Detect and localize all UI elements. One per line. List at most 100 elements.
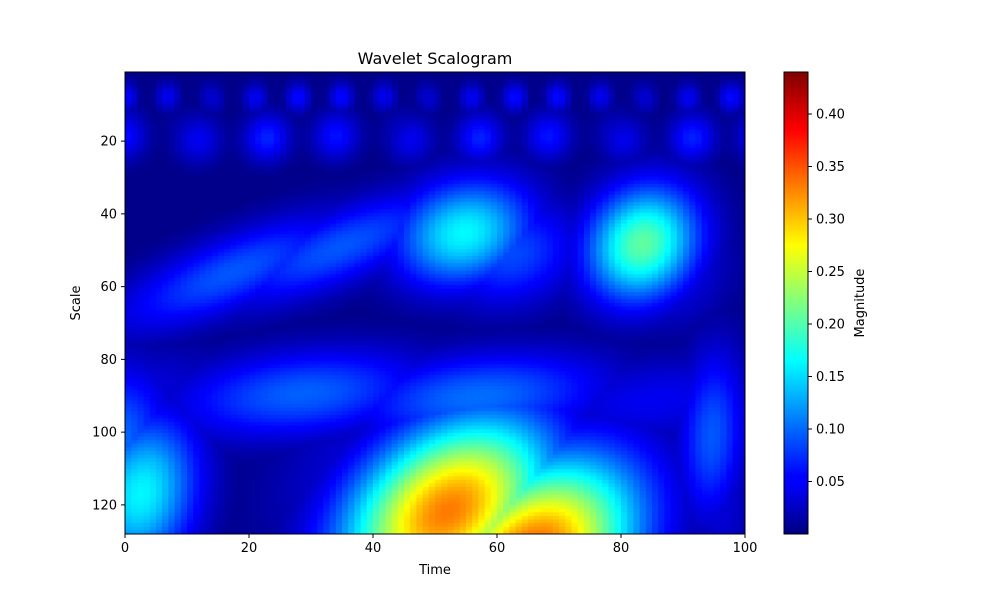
heatmap-cell bbox=[466, 162, 473, 167]
heatmap-cell bbox=[230, 238, 237, 243]
heatmap-cell bbox=[224, 169, 231, 174]
heatmap-cell bbox=[323, 248, 330, 253]
heatmap-cell bbox=[385, 79, 392, 84]
heatmap-cell bbox=[515, 133, 523, 138]
heatmap-cell bbox=[180, 108, 188, 113]
heatmap-cell bbox=[596, 136, 603, 141]
heatmap-cell bbox=[193, 205, 200, 210]
heatmap-cell bbox=[633, 187, 640, 192]
heatmap-cell bbox=[453, 212, 461, 217]
heatmap-cell bbox=[720, 198, 727, 203]
heatmap-cell bbox=[701, 97, 709, 102]
heatmap-cell bbox=[484, 126, 492, 131]
heatmap-cell bbox=[453, 122, 461, 127]
heatmap-cell bbox=[348, 165, 355, 170]
heatmap-cell bbox=[379, 205, 386, 210]
heatmap-cell bbox=[707, 111, 715, 116]
heatmap-cell bbox=[453, 133, 461, 138]
heatmap-cell bbox=[149, 108, 157, 113]
heatmap-cell bbox=[125, 245, 132, 250]
heatmap-cell bbox=[187, 93, 194, 98]
heatmap-cell bbox=[528, 97, 535, 102]
heatmap-cell bbox=[664, 201, 671, 206]
heatmap-cell bbox=[497, 111, 504, 116]
heatmap-cell bbox=[664, 191, 671, 196]
heatmap-cell bbox=[404, 82, 411, 87]
heatmap-cell bbox=[249, 180, 256, 185]
heatmap-cell bbox=[720, 118, 727, 123]
heatmap-cell bbox=[503, 227, 510, 232]
heatmap-cell bbox=[559, 238, 566, 243]
heatmap-cell bbox=[168, 248, 175, 253]
heatmap-cell bbox=[354, 147, 361, 152]
heatmap-cell bbox=[137, 201, 144, 206]
heatmap-cell bbox=[199, 82, 206, 87]
heatmap-cell bbox=[484, 104, 492, 109]
heatmap-cell bbox=[224, 223, 231, 228]
heatmap-cell bbox=[701, 136, 709, 141]
heatmap-cell bbox=[131, 151, 138, 156]
heatmap-cell bbox=[608, 194, 616, 199]
heatmap-cell bbox=[354, 90, 361, 95]
heatmap-cell bbox=[323, 75, 330, 80]
heatmap-cell bbox=[435, 129, 442, 134]
heatmap-cell bbox=[261, 79, 268, 84]
heatmap-cell bbox=[404, 230, 411, 235]
heatmap-cell bbox=[180, 245, 188, 250]
heatmap-cell bbox=[137, 205, 144, 210]
heatmap-cell bbox=[509, 223, 516, 228]
heatmap-cell bbox=[143, 147, 151, 152]
heatmap-cell bbox=[168, 212, 175, 217]
heatmap-cell bbox=[255, 162, 262, 167]
heatmap-cell bbox=[490, 223, 498, 228]
heatmap-cell bbox=[695, 238, 702, 243]
heatmap-cell bbox=[503, 129, 510, 134]
heatmap-cell bbox=[342, 155, 349, 160]
heatmap-cell bbox=[596, 79, 603, 84]
heatmap-cell bbox=[714, 118, 721, 123]
heatmap-cell bbox=[577, 234, 585, 239]
heatmap-cell bbox=[676, 126, 684, 131]
heatmap-cell bbox=[627, 180, 634, 185]
heatmap-cell bbox=[317, 115, 324, 120]
heatmap-cell bbox=[652, 97, 659, 102]
heatmap-cell bbox=[323, 191, 330, 196]
heatmap-cell bbox=[466, 90, 473, 95]
heatmap-cell bbox=[577, 108, 585, 113]
heatmap-cell bbox=[354, 151, 361, 156]
heatmap-cell bbox=[267, 126, 275, 131]
heatmap-cell bbox=[453, 230, 461, 235]
heatmap-cell bbox=[689, 79, 696, 84]
heatmap-cell bbox=[621, 230, 628, 235]
heatmap-cell bbox=[490, 97, 498, 102]
heatmap-cell bbox=[614, 72, 622, 77]
heatmap-cell bbox=[143, 100, 151, 105]
heatmap-cell bbox=[484, 234, 492, 239]
heatmap-cell bbox=[509, 126, 516, 131]
heatmap-cell bbox=[571, 129, 578, 134]
heatmap-cell bbox=[546, 180, 554, 185]
heatmap-cell bbox=[645, 223, 653, 228]
heatmap-cell bbox=[701, 86, 709, 91]
heatmap-cell bbox=[416, 176, 423, 181]
heatmap-cell bbox=[540, 86, 547, 91]
heatmap-cell bbox=[230, 93, 237, 98]
heatmap-cell bbox=[323, 176, 330, 181]
heatmap-cell bbox=[540, 216, 547, 221]
heatmap-cell bbox=[583, 75, 591, 80]
heatmap-cell bbox=[329, 180, 337, 185]
heatmap-cell bbox=[559, 79, 566, 84]
heatmap-cell bbox=[695, 104, 702, 109]
heatmap-cell bbox=[645, 72, 653, 77]
heatmap-cell bbox=[683, 122, 690, 127]
heatmap-cell bbox=[180, 230, 188, 235]
heatmap-cell bbox=[373, 183, 380, 188]
heatmap-cell bbox=[552, 183, 560, 188]
heatmap-cell bbox=[428, 216, 436, 221]
heatmap-cell bbox=[658, 126, 665, 131]
heatmap-cell bbox=[199, 162, 206, 167]
heatmap-cell bbox=[143, 191, 151, 196]
heatmap-cell bbox=[168, 176, 175, 181]
heatmap-cell bbox=[720, 75, 727, 80]
heatmap-cell bbox=[292, 201, 299, 206]
